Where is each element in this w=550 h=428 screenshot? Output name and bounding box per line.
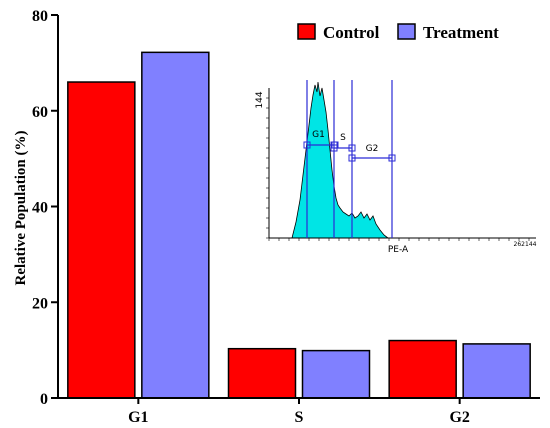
bar-treatment-s	[301, 349, 371, 399]
y-tick-label: 0	[40, 391, 48, 408]
y-tick-label: 60	[32, 104, 48, 121]
y-axis-label: Relative Population (%)	[13, 131, 29, 286]
inset-y-max-label: 144	[255, 91, 265, 108]
bar-control-s	[227, 347, 297, 399]
y-tick-label: 40	[32, 200, 48, 217]
gate-label-g1: G1	[312, 130, 325, 140]
bar-control-g1	[67, 81, 136, 399]
histogram-area	[291, 81, 390, 239]
axes-group: G1 S G2 0 20 40 60 80	[32, 8, 540, 426]
bar-treatment-g1	[141, 51, 210, 399]
gate-label-g2: G2	[366, 144, 379, 154]
y-tick-label: 80	[32, 8, 48, 25]
gate-handle	[303, 141, 311, 149]
legend-label-treatment: Treatment	[423, 23, 499, 42]
gate-handle	[331, 141, 339, 149]
inset-x-max-label: 262144	[514, 241, 537, 248]
gate-handle	[388, 154, 396, 162]
gate-label-s: S	[340, 133, 346, 143]
bar-control-g2	[388, 339, 457, 399]
gate-handle	[348, 144, 356, 152]
gate-handle	[348, 154, 356, 162]
legend-swatch-treatment	[397, 23, 416, 40]
legend: Control Treatment	[297, 23, 499, 42]
inset-gates: G1 S G2	[303, 80, 396, 238]
bars-group	[67, 51, 531, 399]
flow-cytometry-inset: G1 S G2 144 PE-A 262144	[255, 80, 537, 255]
x-tick-label-g1: G1	[128, 409, 148, 426]
legend-label-control: Control	[323, 23, 380, 42]
y-tick-label: 20	[32, 295, 48, 312]
inset-x-axis-label: PE-A	[388, 245, 409, 255]
bar-treatment-g2	[462, 343, 531, 399]
legend-swatch-control	[297, 23, 316, 40]
x-tick-label-g2: G2	[449, 409, 469, 426]
x-tick-label-s: S	[295, 409, 304, 426]
inset-ticks	[266, 97, 530, 241]
